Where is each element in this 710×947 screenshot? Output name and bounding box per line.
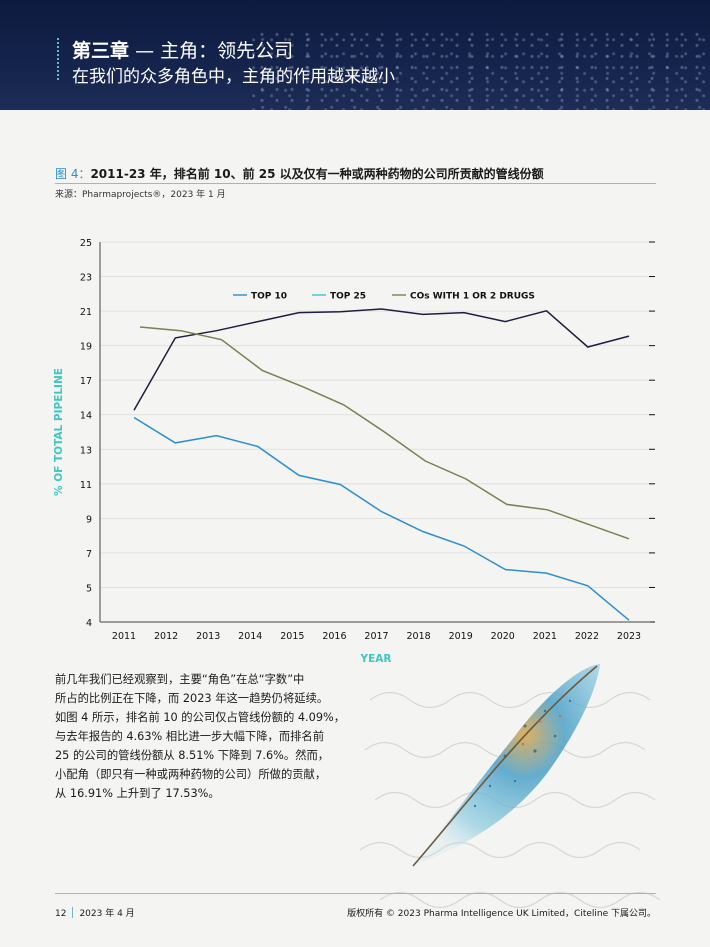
figure-caption: 2011-23 年，排名前 10、前 25 以及仅有一种或两种药物的公司所贡献的… xyxy=(90,167,544,181)
body-line: 与去年报告的 4.63% 相比进一步大幅下降，而排名前 xyxy=(55,730,325,743)
figure-source: 来源：Pharmaprojects®，2023 年 1 月 xyxy=(55,190,226,200)
chapter-dash: — xyxy=(135,40,155,62)
chapter-subtitle: 在我们的众多角色中，主角的作用越来越小 xyxy=(72,67,395,87)
body-line: 25 的公司的管线份额从 8.51% 下降到 7.6%。然而， xyxy=(55,749,330,762)
figure-title: 图 4：2011-23 年，排名前 10、前 25 以及仅有一种或两种药物的公司… xyxy=(55,165,544,182)
footer-date: 2023 年 4 月 xyxy=(79,909,135,919)
feather-illustration xyxy=(412,664,600,867)
y-tick-label: 23 xyxy=(80,273,92,284)
footer-left: 12 2023 年 4 月 xyxy=(55,906,135,919)
x-tick-label: 2012 xyxy=(154,631,178,642)
x-tick-label: 2014 xyxy=(238,631,262,642)
body-line: 从 16.91% 上升到了 17.53%。 xyxy=(55,787,220,800)
x-tick-label: 2015 xyxy=(280,631,304,642)
body-paragraph: 前几年我们已经观察到，主要“角色”在总“字数”中所占的比例正在下降，而 2023… xyxy=(55,670,355,803)
x-tick-label: 2011 xyxy=(112,631,136,642)
body-line: 前几年我们已经观察到，主要“角色”在总“字数”中 xyxy=(55,673,305,686)
y-tick-label: 4 xyxy=(86,618,92,629)
x-tick-label: 2018 xyxy=(406,631,430,642)
banner-texture xyxy=(250,30,710,110)
x-tick-label: 2023 xyxy=(617,631,641,642)
y-tick-label: 19 xyxy=(80,342,92,353)
chapter-number: 第三章 xyxy=(72,40,130,62)
banner-accent-bar xyxy=(57,38,61,80)
figure-label: 图 4： xyxy=(55,167,91,181)
x-axis-title: YEAR xyxy=(360,653,392,665)
y-axis-title: % OF TOTAL PIPELINE xyxy=(53,368,65,496)
series-line-cos-with-1-or-2-drugs xyxy=(139,326,630,540)
figure-divider xyxy=(55,183,656,184)
page-number: 12 xyxy=(55,909,67,919)
y-tick-label: 13 xyxy=(80,445,92,456)
chapter-heading: 第三章 — 主角：领先公司 xyxy=(72,36,293,63)
y-tick-label: 5 xyxy=(86,583,92,594)
footer-divider xyxy=(55,893,656,894)
y-tick-label: 21 xyxy=(80,307,92,318)
y-tick-label: 9 xyxy=(86,514,92,525)
chapter-title: 主角：领先公司 xyxy=(160,40,294,62)
footer-copyright: 版权所有 © 2023 Pharma Intelligence UK Limit… xyxy=(347,909,656,919)
legend-label: TOP 10 xyxy=(251,292,287,302)
x-tick-label: 2016 xyxy=(322,631,346,642)
legend-label: COs WITH 1 OR 2 DRUGS xyxy=(410,292,535,302)
chapter-banner: 第三章 — 主角：领先公司 在我们的众多角色中，主角的作用越来越小 xyxy=(0,0,710,110)
series-line-top-25 xyxy=(133,308,630,411)
legend-label: TOP 25 xyxy=(330,292,366,302)
footer-separator xyxy=(72,907,74,918)
y-tick-label: 17 xyxy=(80,376,92,387)
y-tick-label: 7 xyxy=(86,549,92,560)
x-tick-label: 2013 xyxy=(196,631,220,642)
y-tick-label: 14 xyxy=(80,411,92,422)
series-line-top-10 xyxy=(133,416,630,621)
body-line: 小配角（即只有一种或两种药物的公司）所做的贡献， xyxy=(55,768,327,781)
body-line: 所占的比例正在下降，而 2023 年这一趋势仍将延续。 xyxy=(55,692,329,705)
x-tick-label: 2022 xyxy=(575,631,599,642)
x-tick-label: 2020 xyxy=(491,631,515,642)
pipeline-share-line-chart: 4 5 7 9 11 13 14 17 19 21 23 25 2011 2012 2013 2014 2015… xyxy=(53,238,655,665)
x-tick-label: 2021 xyxy=(533,631,557,642)
x-tick-label: 2017 xyxy=(364,631,388,642)
body-line: 如图 4 所示，排名前 10 的公司仅占管线份额的 4.09%， xyxy=(55,711,346,724)
handwriting-background xyxy=(360,691,661,909)
x-tick-label: 2019 xyxy=(449,631,473,642)
y-tick-label: 25 xyxy=(80,238,92,249)
y-tick-label: 11 xyxy=(80,480,92,491)
